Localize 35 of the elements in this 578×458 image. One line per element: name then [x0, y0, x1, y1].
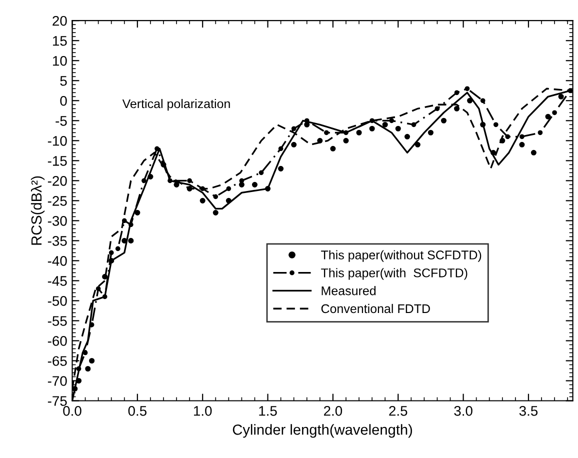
- y-tick-label: -40: [48, 256, 67, 266]
- y-tick-label: -75: [48, 396, 67, 406]
- annotation: Vertical polarization: [122, 98, 230, 111]
- y-tick-label: -30: [48, 216, 67, 226]
- y-tick-label: 15: [53, 36, 67, 46]
- y-tick-label: -25: [48, 196, 67, 206]
- legend-label: This paper(without SCFDTD): [321, 250, 482, 262]
- x-tick-label: 0.0: [63, 406, 82, 416]
- x-tick-label: 2.0: [324, 406, 342, 416]
- y-tick-label: -10: [48, 136, 67, 146]
- y-tick-label: -65: [48, 356, 67, 366]
- x-axis-title: Cylinder length(wavelength): [232, 424, 412, 438]
- y-axis-title: RCS(dBλ²): [30, 176, 45, 245]
- x-tick-label: 2.5: [389, 406, 408, 416]
- y-tick-label: -15: [48, 156, 67, 166]
- y-tick-label: -45: [48, 276, 67, 286]
- y-tick-label: 20: [52, 16, 67, 26]
- x-tick-label: 1.5: [259, 406, 277, 416]
- y-tick-label: -70: [48, 376, 67, 386]
- y-tick-label: -35: [48, 236, 67, 246]
- legend-label: Conventional FDTD: [321, 304, 430, 314]
- y-tick-label: 0: [60, 96, 67, 106]
- y-tick-label: 10: [53, 56, 67, 66]
- y-tick-label: -5: [56, 116, 67, 126]
- y-tick-label: -20: [48, 176, 67, 186]
- x-tick-label: 3.0: [454, 406, 472, 416]
- y-tick-label: -55: [48, 316, 67, 326]
- x-tick-label: 0.5: [128, 406, 146, 416]
- x-tick-label: 1.0: [194, 406, 212, 416]
- x-tick-label: 3.5: [519, 406, 538, 416]
- y-tick-label: -60: [48, 336, 67, 346]
- legend-label: This paper(with SCFDTD): [321, 268, 468, 280]
- legend-label: Measured: [322, 286, 376, 296]
- y-tick-label: 5: [60, 76, 67, 86]
- y-tick-label: -50: [48, 296, 67, 306]
